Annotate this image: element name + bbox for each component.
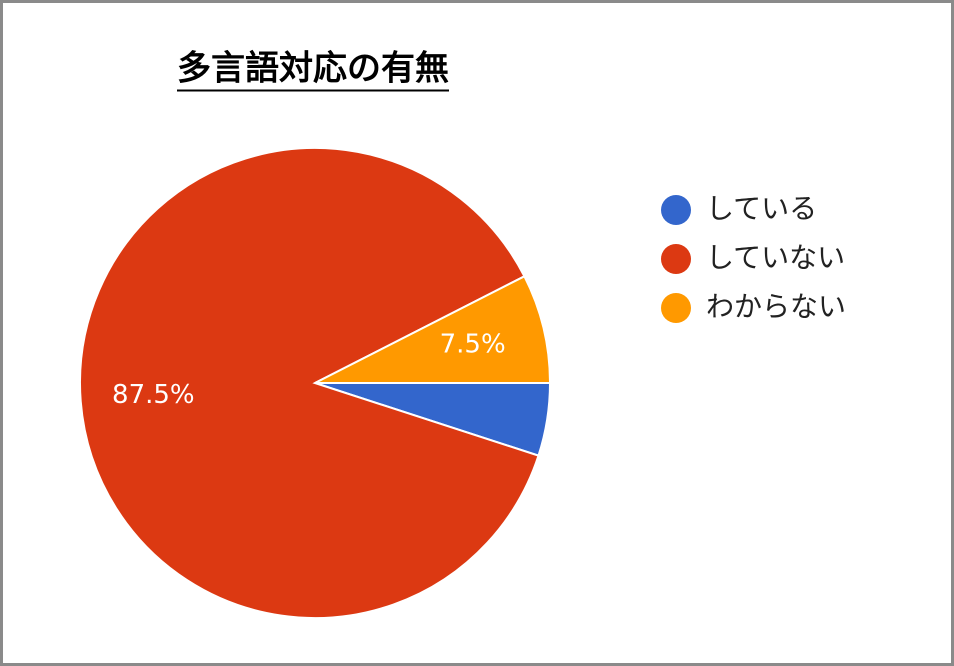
legend-swatch xyxy=(661,293,691,323)
legend-label: している xyxy=(706,192,817,225)
pie-slice xyxy=(79,147,540,619)
legend-swatch xyxy=(661,195,691,225)
pie-slice xyxy=(314,274,552,384)
chart-title: 多言語対応の有無 xyxy=(177,49,449,89)
legend-swatch xyxy=(661,244,691,274)
legend-label: わからない xyxy=(706,290,846,323)
slice-label: 7.5% xyxy=(440,330,506,360)
slice-label: 87.5% xyxy=(112,380,195,410)
legend-label: していない xyxy=(706,241,845,274)
